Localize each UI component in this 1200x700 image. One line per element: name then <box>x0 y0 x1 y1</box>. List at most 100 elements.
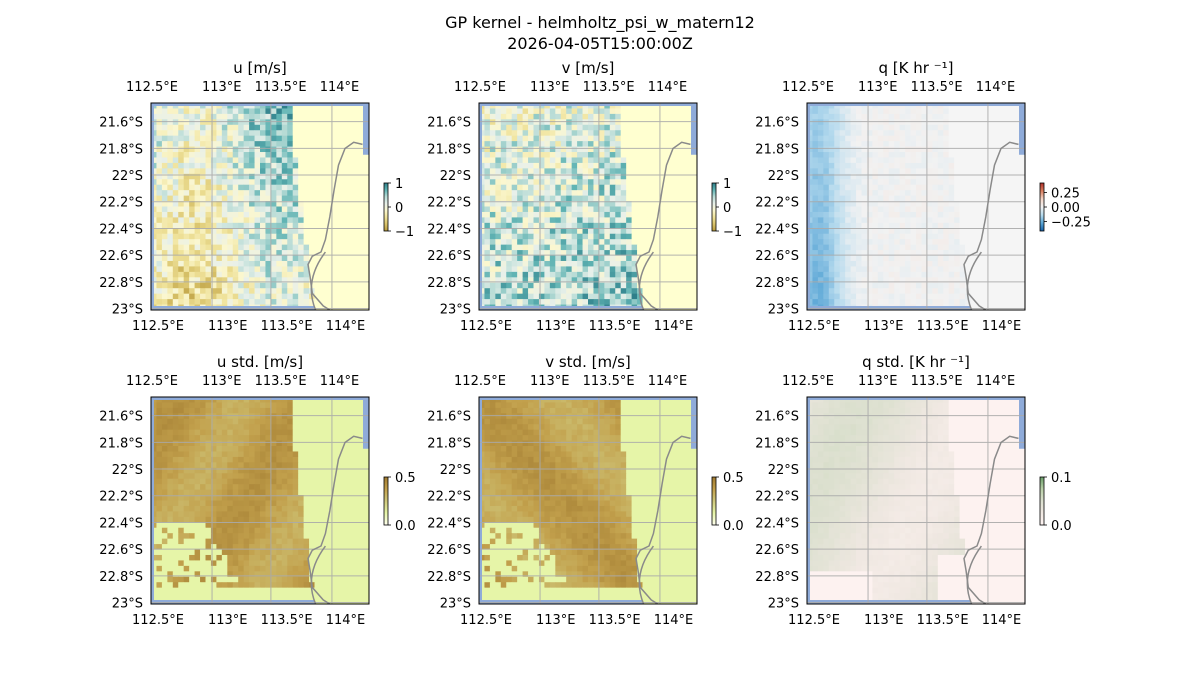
heatmap-cell <box>658 222 665 229</box>
heatmap-cell <box>489 130 496 137</box>
heatmap-cell <box>664 190 671 197</box>
heatmap-cell <box>1014 119 1020 126</box>
heatmap-cell <box>675 304 682 310</box>
heatmap-cell <box>888 162 895 169</box>
heatmap-cell <box>916 206 922 213</box>
heatmap-cell <box>992 141 999 147</box>
heatmap-cell <box>167 211 174 218</box>
heatmap-cell <box>495 244 502 251</box>
heatmap-cell <box>484 260 491 267</box>
heatmap-cell <box>850 282 857 289</box>
heatmap-cell <box>489 239 496 246</box>
heatmap-cell <box>604 228 611 235</box>
heatmap-cell <box>954 211 960 218</box>
heatmap-cell <box>669 135 676 142</box>
heatmap-cell <box>156 152 163 158</box>
heatmap-cell <box>604 239 611 246</box>
heatmap-cell <box>517 239 523 246</box>
heatmap-cell <box>948 190 955 197</box>
heatmap-cell <box>227 184 234 191</box>
heatmap-cell <box>834 146 841 153</box>
heatmap-cell <box>358 260 364 267</box>
heatmap-cell <box>856 135 862 142</box>
heatmap-cell <box>899 282 906 289</box>
heatmap-cell <box>156 244 163 251</box>
heatmap-cell <box>905 135 911 142</box>
heatmap-cell <box>883 266 890 273</box>
heatmap-cell <box>948 162 955 169</box>
heatmap-cell <box>948 113 955 120</box>
heatmap-cell <box>577 266 583 273</box>
heatmap-cell <box>358 429 364 436</box>
heatmap-cell <box>200 244 206 251</box>
heatmap-cell <box>183 130 190 137</box>
heatmap-cell <box>937 217 944 224</box>
heatmap-cell <box>577 119 583 126</box>
heatmap-cell <box>270 266 277 273</box>
heatmap-cell <box>888 222 895 229</box>
heatmap-cell <box>167 233 174 240</box>
heatmap-cell <box>330 124 337 131</box>
heatmap-cell <box>178 228 185 235</box>
heatmap-cell <box>303 222 310 229</box>
heatmap-cell <box>560 157 567 164</box>
gridlines <box>151 103 369 310</box>
heatmap-cell <box>954 141 960 147</box>
heatmap-cell <box>336 282 343 289</box>
heatmap-cell <box>593 195 600 202</box>
heatmap-cell <box>1008 288 1015 295</box>
heatmap-cell <box>921 211 928 218</box>
heatmap-cell <box>189 211 195 218</box>
heatmap-cell <box>227 222 234 229</box>
heatmap-cell <box>839 288 846 295</box>
heatmap-cell <box>292 413 299 420</box>
heatmap-cell <box>839 135 846 142</box>
heatmap-cell <box>571 271 578 278</box>
heatmap-cell <box>1014 293 1020 300</box>
heatmap-cell <box>358 402 364 409</box>
heatmap-cell <box>292 179 299 186</box>
heatmap-cell <box>528 293 534 300</box>
heatmap-cell <box>986 299 993 305</box>
heatmap-cell <box>238 135 245 142</box>
heatmap-cell <box>517 173 523 180</box>
x-tick-label-bottom: 114°E <box>654 319 694 334</box>
heatmap-cell <box>631 211 638 218</box>
heatmap-cell <box>975 124 982 131</box>
heatmap-cell <box>249 168 255 175</box>
heatmap-cell <box>319 124 326 131</box>
heatmap-cell <box>637 201 643 207</box>
heatmap-cell <box>653 201 660 207</box>
heatmap-cell <box>658 277 665 284</box>
heatmap-cell <box>358 157 364 164</box>
heatmap-cell <box>675 244 682 251</box>
heatmap-cell <box>309 244 315 251</box>
heatmap-cell <box>675 173 682 180</box>
heatmap-cell <box>959 222 966 229</box>
heatmap-cell <box>888 266 895 273</box>
heatmap-cell <box>588 288 594 295</box>
heatmap-cells <box>479 103 697 310</box>
heatmap-cell <box>905 277 911 284</box>
heatmap-cell <box>943 211 950 218</box>
heatmap-cell <box>850 190 857 197</box>
heatmap-cell <box>986 233 993 240</box>
heatmap-cell <box>970 288 977 295</box>
heatmap-cell <box>631 195 638 202</box>
heatmap-cell <box>653 239 660 246</box>
heatmap-cell <box>287 293 294 300</box>
heatmap-cell <box>200 233 206 240</box>
heatmap-cell <box>1008 146 1015 153</box>
heatmap-cell <box>615 173 622 180</box>
heatmap-cell <box>287 217 294 224</box>
heatmap-cell <box>905 260 911 267</box>
heatmap-cell <box>943 260 950 267</box>
heatmap-cell <box>325 217 332 224</box>
heatmap-cell <box>686 157 692 164</box>
heatmap-cell <box>637 135 643 142</box>
heatmap-cell <box>954 244 960 251</box>
heatmap-cell <box>926 277 933 284</box>
heatmap-cell <box>172 418 179 425</box>
heatmap-cell <box>325 146 332 153</box>
heatmap-cell <box>172 282 179 289</box>
